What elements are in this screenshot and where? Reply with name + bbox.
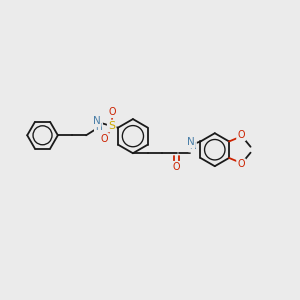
Text: O: O [100, 134, 108, 143]
Text: O: O [237, 159, 245, 170]
Text: H: H [95, 123, 102, 132]
Text: S: S [108, 121, 115, 131]
Text: O: O [237, 130, 245, 140]
Text: O: O [109, 107, 116, 117]
Text: N: N [92, 116, 100, 126]
Text: N: N [187, 137, 194, 147]
Text: H: H [189, 142, 196, 151]
Text: O: O [173, 162, 180, 172]
